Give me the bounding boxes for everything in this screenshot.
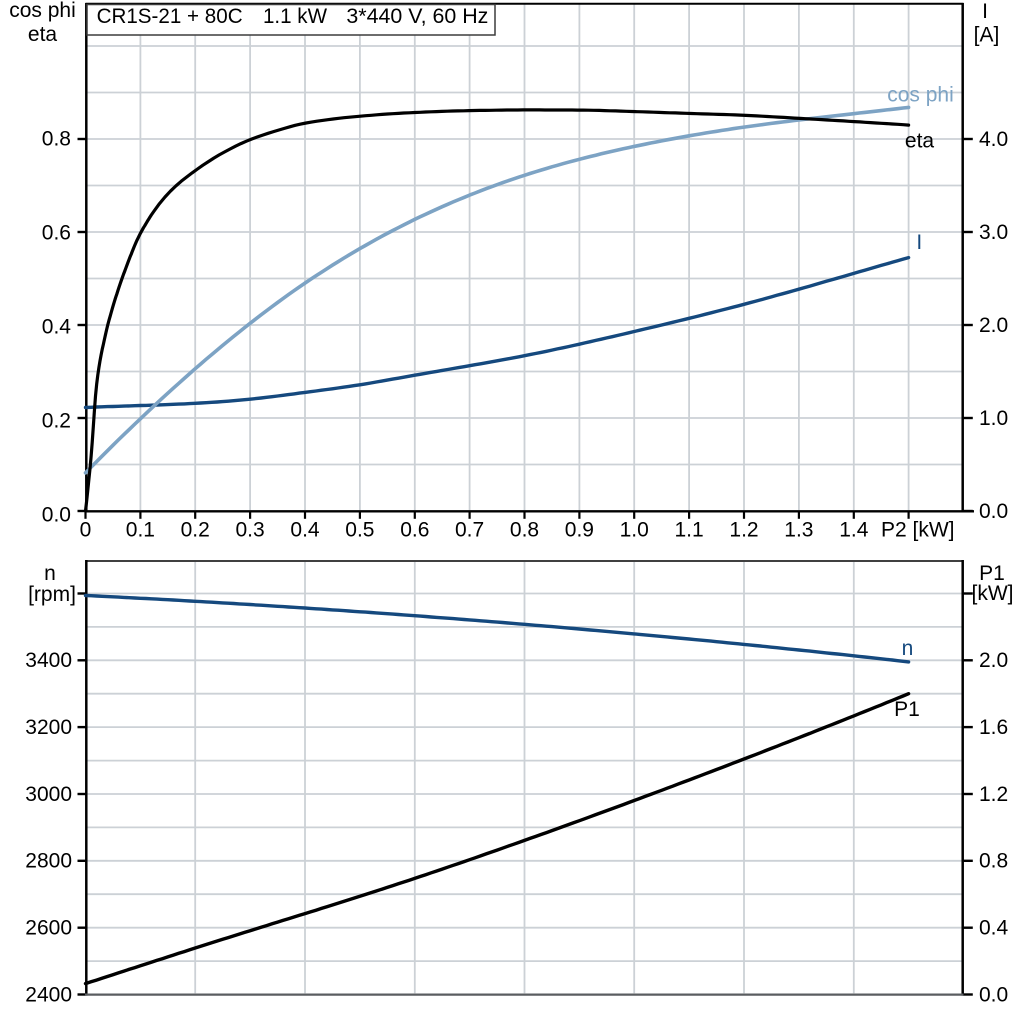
svg-text:3200: 3200 — [25, 716, 72, 739]
svg-text:0.4: 0.4 — [979, 917, 1009, 940]
svg-text:P1: P1 — [894, 698, 920, 721]
svg-text:2.0: 2.0 — [979, 649, 1008, 672]
svg-text:CR1S-21 + 80C: CR1S-21 + 80C — [97, 5, 243, 28]
svg-text:4.0: 4.0 — [979, 128, 1008, 151]
svg-text:1.0: 1.0 — [620, 519, 649, 542]
svg-text:1.2: 1.2 — [979, 783, 1008, 806]
svg-text:0.8: 0.8 — [42, 127, 71, 150]
svg-text:[rpm]: [rpm] — [28, 583, 76, 606]
svg-text:0.0: 0.0 — [42, 504, 71, 527]
svg-text:3400: 3400 — [25, 649, 72, 672]
svg-text:0: 0 — [80, 519, 92, 542]
svg-text:1.1: 1.1 — [674, 519, 703, 542]
svg-text:3.0: 3.0 — [979, 221, 1008, 244]
svg-text:[A]: [A] — [974, 24, 1000, 47]
svg-text:n: n — [902, 637, 914, 660]
svg-text:P1: P1 — [979, 562, 1005, 585]
svg-text:eta: eta — [28, 23, 58, 46]
svg-text:0.3: 0.3 — [235, 519, 264, 542]
svg-text:I: I — [982, 0, 988, 23]
svg-text:3*440 V, 60 Hz: 3*440 V, 60 Hz — [346, 5, 488, 28]
svg-text:0.4: 0.4 — [290, 519, 320, 542]
svg-text:cos phi: cos phi — [9, 0, 76, 22]
svg-text:[kW]: [kW] — [972, 582, 1014, 605]
svg-text:P2 [kW]: P2 [kW] — [881, 519, 955, 542]
svg-text:1.2: 1.2 — [729, 519, 758, 542]
svg-text:0.8: 0.8 — [979, 850, 1008, 873]
svg-text:0.9: 0.9 — [565, 519, 594, 542]
svg-text:I: I — [916, 231, 922, 254]
svg-text:0.5: 0.5 — [345, 519, 374, 542]
svg-text:0.2: 0.2 — [181, 519, 210, 542]
svg-text:n: n — [44, 562, 56, 585]
svg-text:3000: 3000 — [25, 783, 72, 806]
svg-text:2400: 2400 — [25, 983, 72, 1006]
svg-text:1.3: 1.3 — [784, 519, 813, 542]
svg-text:1.6: 1.6 — [979, 716, 1008, 739]
svg-text:2600: 2600 — [25, 917, 72, 940]
svg-text:0.2: 0.2 — [42, 410, 71, 433]
svg-text:2800: 2800 — [25, 850, 72, 873]
svg-text:0.7: 0.7 — [455, 519, 484, 542]
svg-text:1.1 kW: 1.1 kW — [263, 5, 327, 28]
svg-text:eta: eta — [905, 130, 935, 153]
svg-text:0.4: 0.4 — [42, 316, 72, 339]
svg-text:cos phi: cos phi — [887, 84, 954, 107]
svg-text:2.0: 2.0 — [979, 314, 1008, 337]
svg-text:0.6: 0.6 — [42, 221, 71, 244]
svg-text:0.0: 0.0 — [979, 983, 1008, 1006]
svg-text:0.1: 0.1 — [126, 519, 155, 542]
svg-text:1.4: 1.4 — [839, 519, 869, 542]
svg-text:0.6: 0.6 — [400, 519, 429, 542]
svg-text:0.8: 0.8 — [510, 519, 539, 542]
svg-text:1.0: 1.0 — [979, 407, 1008, 430]
svg-text:0.0: 0.0 — [979, 500, 1008, 523]
